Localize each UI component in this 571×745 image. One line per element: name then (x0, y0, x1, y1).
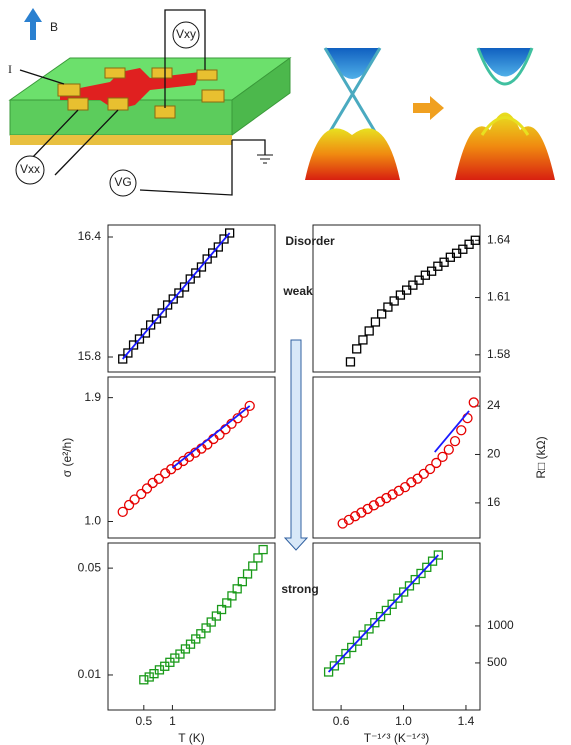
y-tick-label: 1000 (487, 618, 514, 632)
vxy-label: Vxy (176, 27, 196, 41)
x-tick-label: 1.4 (458, 714, 475, 728)
plot-frame (108, 225, 275, 372)
data-point (249, 562, 257, 570)
data-point (359, 336, 367, 344)
annotation-disorder: Disorder (285, 234, 335, 248)
x-axis-label: T⁻¹ᐟ³ (K⁻¹ᐟ³) (364, 731, 429, 745)
data-point (469, 398, 478, 407)
plot-frame (313, 377, 480, 538)
data-point (145, 673, 153, 681)
data-point (346, 358, 354, 366)
figure: B I Vxy Vxx VG Disorder weak strong 15.8… (0, 0, 571, 745)
x-tick-label: 1.0 (395, 714, 412, 728)
y-tick-label: 24 (487, 398, 501, 412)
data-point (202, 624, 210, 632)
data-point (254, 554, 262, 562)
annotation-weak: weak (282, 284, 313, 298)
b-label: B (50, 20, 58, 34)
y-tick-label: 1.9 (84, 390, 101, 404)
fit-line (329, 555, 439, 672)
y-tick-label: 15.8 (78, 349, 102, 363)
data-point (353, 345, 361, 353)
data-point (207, 618, 215, 626)
y-tick-label: 500 (487, 655, 507, 669)
data-point (142, 484, 151, 493)
y-tick-label: 1.58 (487, 347, 511, 361)
vxx-label: Vxx (20, 162, 40, 176)
b-arrow (24, 8, 42, 40)
plot-frame (313, 543, 480, 710)
data-point (463, 414, 472, 423)
data-point (451, 437, 460, 446)
data-point (444, 445, 453, 454)
x-tick-label: 1 (169, 714, 176, 728)
band-diagram (305, 48, 555, 180)
data-point (244, 570, 252, 578)
y-tick-label: 20 (487, 447, 501, 461)
y-tick-label: 16.4 (78, 229, 102, 243)
device-schematic: B I Vxy Vxx VG (8, 8, 290, 196)
x-axis-label: T (K) (178, 731, 204, 745)
data-point (371, 318, 379, 326)
y-tick-label: 1.0 (84, 514, 101, 528)
x-tick-label: 0.6 (333, 714, 350, 728)
page: B I Vxy Vxx VG Disorder weak strong 15.8… (0, 0, 571, 745)
vg-label: VG (114, 175, 131, 189)
ground (257, 155, 273, 163)
disorder-arrow (285, 340, 307, 550)
fit-line (123, 233, 230, 359)
data-point (187, 640, 195, 648)
y-tick-label: 0.05 (78, 560, 102, 574)
data-point (457, 426, 466, 435)
plot-frame (108, 543, 275, 710)
data-point (365, 327, 373, 335)
current-label: I (8, 62, 12, 76)
y-axis-label: σ (e²/h) (60, 438, 74, 477)
data-point (140, 676, 148, 684)
data-point (259, 546, 267, 554)
charts: 15.8 16.4 1.58 1.61 1.64 1.9 1.0 σ (e²/h) 16 20 24… (60, 225, 548, 745)
data-point (181, 645, 189, 653)
fit-line (172, 406, 249, 468)
gate-layer (10, 135, 232, 145)
data-point (192, 635, 200, 643)
y-tick-label: 1.61 (487, 290, 511, 304)
x-tick-label: 0.5 (135, 714, 152, 728)
y-axis-label: R□ (kΩ) (534, 436, 548, 478)
y-tick-label: 16 (487, 495, 501, 509)
data-point (137, 489, 146, 498)
data-point (197, 630, 205, 638)
y-tick-label: 0.01 (78, 667, 102, 681)
data-point (419, 469, 428, 478)
y-tick-label: 1.64 (487, 232, 511, 246)
data-point (125, 500, 134, 509)
